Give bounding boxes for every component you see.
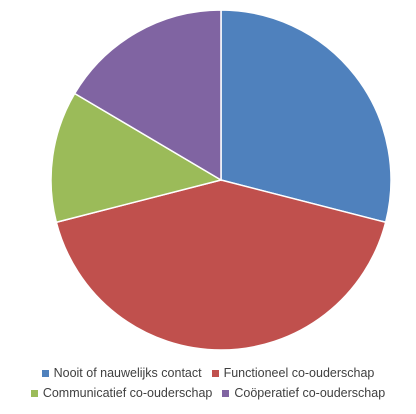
legend-item-communicatief: Communicatief co-ouderschap: [30, 386, 213, 400]
legend-label-nooit: Nooit of nauwelijks contact: [53, 366, 202, 380]
legend-row-2: Communicatief co-ouderschap Coöperatief …: [0, 386, 416, 400]
legend-swatch-nooit: [41, 369, 49, 377]
pie-slice-cooperatief: [73, 9, 222, 182]
legend-item-nooit: Nooit of nauwelijks contact: [41, 366, 202, 380]
pie-slice-communicatief: [50, 92, 223, 224]
legend-swatch-cooperatief: [222, 389, 230, 397]
legend-swatch-communicatief: [30, 389, 38, 397]
legend-item-functioneel: Functioneel co-ouderschap: [211, 366, 375, 380]
legend-item-cooperatief: Coöperatief co-ouderschap: [222, 386, 385, 400]
pie-slice-nooit: [220, 9, 392, 224]
legend-label-cooperatief: Coöperatief co-ouderschap: [234, 386, 386, 400]
legend-label-functioneel: Functioneel co-ouderschap: [223, 366, 375, 380]
pie-chart: [50, 9, 392, 351]
pie-slice-functioneel: [55, 179, 387, 351]
legend: Nooit of nauwelijks contact Functioneel …: [0, 366, 416, 406]
legend-label-communicatief: Communicatief co-ouderschap: [42, 386, 213, 400]
legend-row-1: Nooit of nauwelijks contact Functioneel …: [0, 366, 416, 380]
legend-swatch-functioneel: [211, 369, 219, 377]
